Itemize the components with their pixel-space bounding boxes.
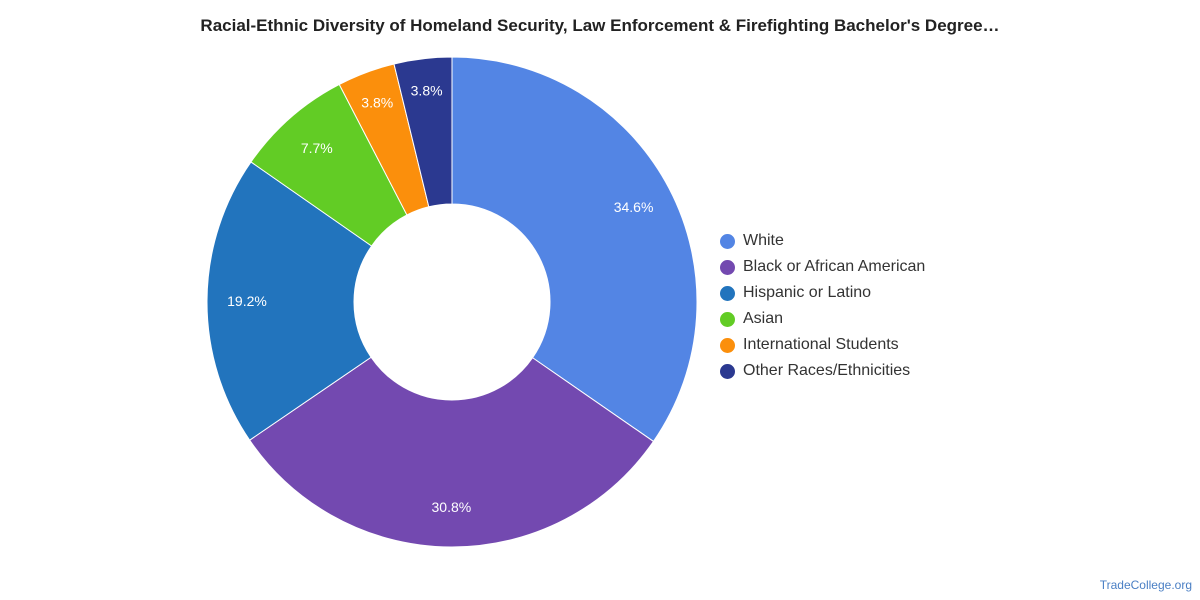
legend-swatch — [720, 233, 735, 249]
legend-item-black[interactable]: Black or African American — [720, 254, 925, 280]
legend-swatch — [720, 363, 735, 379]
chart-legend: White Black or African American Hispanic… — [720, 228, 925, 384]
legend-item-white[interactable]: White — [720, 228, 925, 254]
legend-item-hispanic[interactable]: Hispanic or Latino — [720, 280, 925, 306]
legend-swatch — [720, 259, 735, 275]
watermark[interactable]: TradeCollege.org — [1099, 578, 1192, 592]
slice-value-label: 3.8% — [411, 83, 443, 99]
legend-item-other[interactable]: Other Races/Ethnicities — [720, 358, 925, 384]
legend-swatch — [720, 285, 735, 301]
legend-label: Asian — [743, 310, 784, 327]
legend-label: White — [743, 232, 784, 249]
legend-swatch — [720, 311, 735, 327]
legend-label: Hispanic or Latino — [743, 284, 872, 301]
slice-value-label: 19.2% — [227, 293, 267, 309]
slice-value-label: 30.8% — [432, 499, 472, 515]
legend-label: Other Races/Ethnicities — [743, 362, 911, 379]
legend-label: International Students — [743, 336, 899, 353]
slice-white[interactable] — [451, 56, 698, 443]
slice-value-label: 3.8% — [361, 95, 393, 111]
slice-value-label: 34.6% — [614, 199, 654, 215]
legend-item-asian[interactable]: Asian — [720, 306, 925, 332]
slice-value-label: 7.7% — [301, 140, 333, 156]
slice-black-or-african-american[interactable] — [248, 356, 655, 548]
slice-other-races-ethnicities[interactable] — [393, 56, 453, 208]
slice-hispanic-or-latino[interactable] — [206, 161, 373, 441]
legend-item-international[interactable]: International Students — [720, 332, 925, 358]
chart-title: Racial-Ethnic Diversity of Homeland Secu… — [200, 16, 1000, 35]
legend-swatch — [720, 337, 735, 353]
legend-label: Black or African American — [743, 258, 926, 275]
